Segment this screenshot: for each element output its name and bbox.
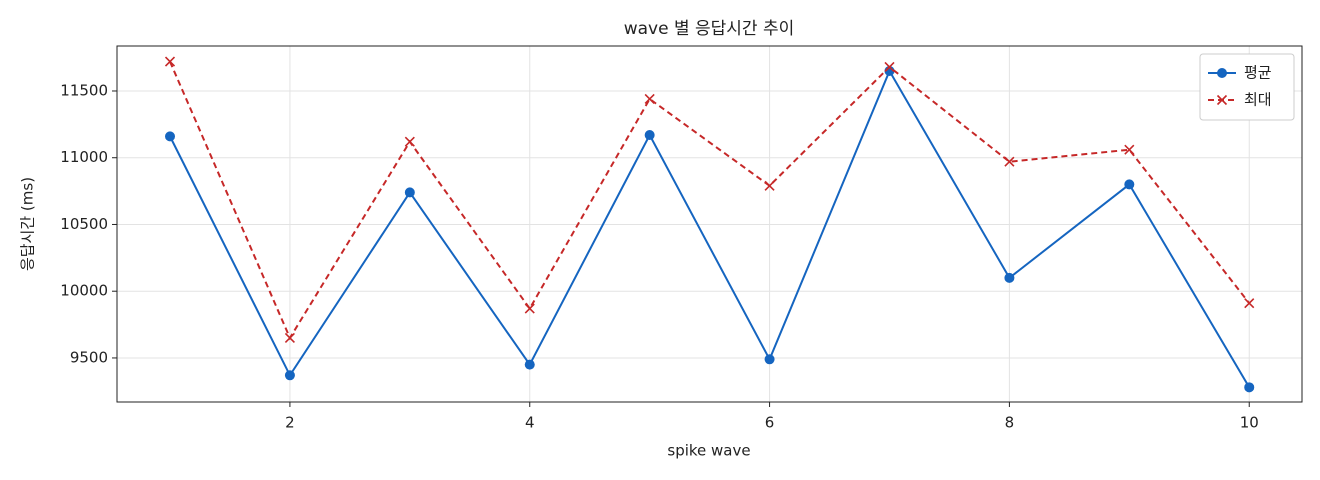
y-tick-label: 11000 xyxy=(60,148,108,166)
point xyxy=(404,187,415,198)
point xyxy=(1124,179,1135,190)
legend-marker xyxy=(1217,68,1227,78)
x-tick-label: 8 xyxy=(1005,414,1015,432)
x-axis-label: spike wave xyxy=(667,442,750,460)
point xyxy=(1124,144,1135,155)
point xyxy=(644,93,655,105)
y-axis-label: 응답시간 (ms) xyxy=(19,177,37,271)
legend-label: 평균 xyxy=(1244,64,1272,82)
legend-label: 최대 xyxy=(1244,91,1272,109)
y-tick-label: 11500 xyxy=(60,81,108,99)
series-line xyxy=(169,61,1251,341)
x-tick-label: 2 xyxy=(285,414,295,432)
point xyxy=(1244,382,1255,393)
point xyxy=(764,180,775,191)
point xyxy=(764,354,775,365)
chart-title: wave 별 응답시간 추이 xyxy=(624,19,795,39)
x-tick-label: 6 xyxy=(765,414,775,432)
y-tick-label: 10500 xyxy=(60,215,108,233)
y-tick-label: 10000 xyxy=(60,282,108,300)
point xyxy=(1244,298,1255,309)
legend-marker xyxy=(1216,94,1228,106)
point xyxy=(524,303,535,314)
point xyxy=(164,56,176,67)
point xyxy=(165,131,176,142)
point xyxy=(884,61,895,73)
series-line xyxy=(169,68,1251,388)
x-tick-label: 4 xyxy=(525,414,535,432)
point xyxy=(1004,156,1015,167)
y-tick-label: 9500 xyxy=(70,348,108,366)
point xyxy=(1004,272,1015,283)
point xyxy=(404,136,415,147)
point xyxy=(284,332,295,343)
point xyxy=(644,130,655,141)
point xyxy=(524,359,535,370)
plot-frame xyxy=(116,45,1303,403)
x-tick-label: 10 xyxy=(1240,414,1259,432)
point xyxy=(284,370,295,381)
